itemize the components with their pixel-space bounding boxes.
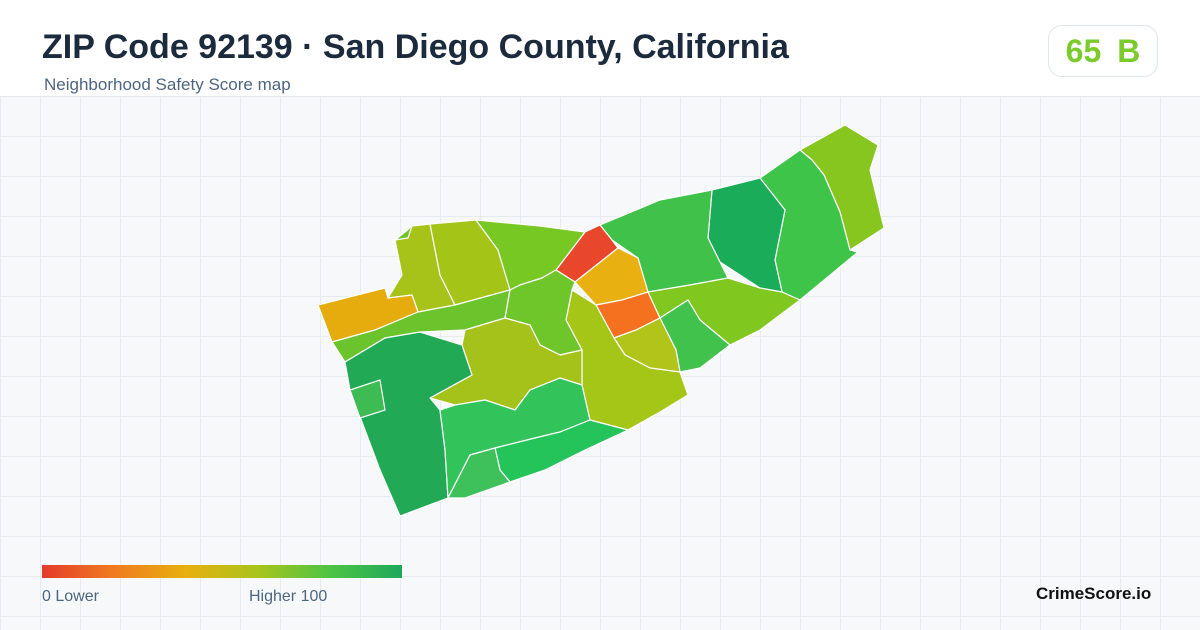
safety-score-legend-gradient <box>42 565 402 578</box>
header-bar <box>0 0 1200 97</box>
legend-min-label: 0 Lower <box>42 588 99 605</box>
score-value: 65 <box>1065 33 1102 69</box>
page-subtitle: Neighborhood Safety Score map <box>44 75 291 94</box>
region-south-green-c[interactable] <box>447 447 511 499</box>
safety-score-badge: 65 B <box>1048 25 1158 77</box>
region-northwest-notch[interactable] <box>394 225 413 241</box>
brand-logo-text: CrimeScore.io <box>1036 584 1152 603</box>
region-southwest-small[interactable] <box>349 379 386 419</box>
page-title: ZIP Code 92139 · San Diego County, Calif… <box>42 28 789 66</box>
score-grade: B <box>1117 33 1141 69</box>
legend-max-label: Higher 100 <box>249 588 328 605</box>
